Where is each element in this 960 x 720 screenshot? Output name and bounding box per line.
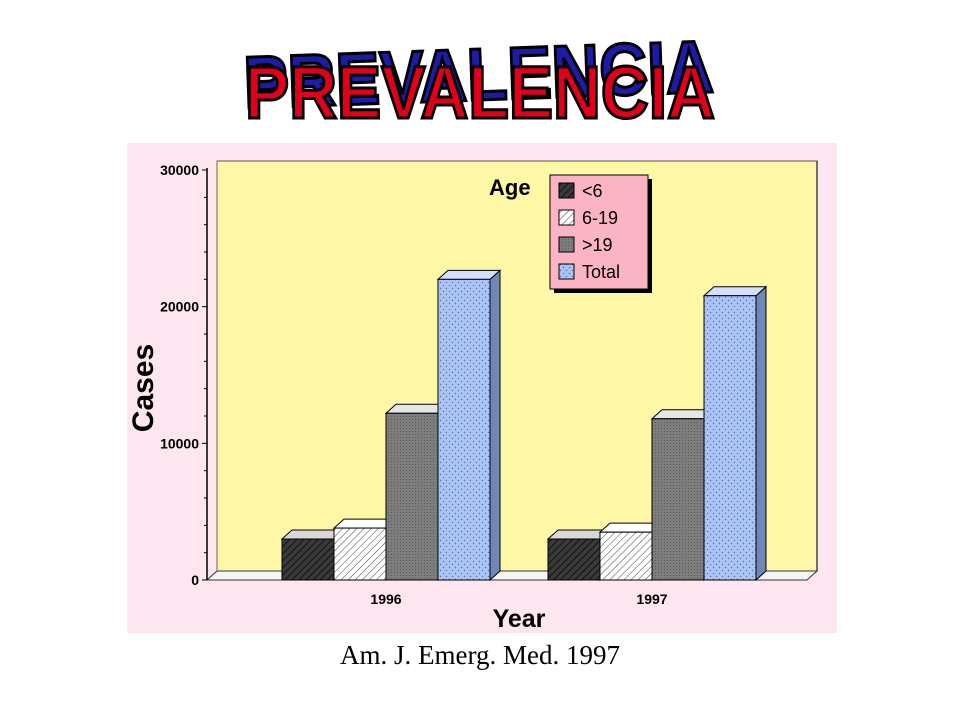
slide-title-shadow: PREVALENCIA bbox=[242, 25, 715, 124]
legend-label: <6 bbox=[582, 181, 603, 201]
y-tick-label: 10000 bbox=[160, 435, 199, 451]
legend-swatch bbox=[558, 263, 575, 280]
legend-item-gt19: >19 bbox=[558, 235, 613, 255]
bar-front bbox=[333, 527, 387, 581]
x-axis: 1996 1997 bbox=[370, 591, 667, 607]
legend-item-total: Total bbox=[558, 262, 620, 282]
y-axis: 0 10000 20000 30000 bbox=[160, 161, 218, 588]
bar-front bbox=[437, 278, 491, 581]
y-tick-label: 20000 bbox=[160, 299, 199, 315]
bar-side bbox=[489, 269, 501, 582]
bar-front bbox=[547, 538, 601, 581]
bar-front bbox=[281, 538, 335, 581]
bar-front bbox=[703, 295, 757, 581]
slide-title-text: PREVALENCIA bbox=[245, 51, 715, 134]
bar-front bbox=[599, 531, 653, 581]
legend-label: 6-19 bbox=[582, 208, 618, 228]
bar-total-1997 bbox=[702, 285, 768, 582]
slide-title: PREVALENCIA PREVALENCIA bbox=[200, 0, 760, 160]
legend-title: Age bbox=[489, 175, 531, 200]
x-tick-label-1996: 1996 bbox=[370, 591, 401, 607]
y-tick-label: 30000 bbox=[160, 162, 199, 178]
legend-swatch bbox=[558, 236, 575, 253]
legend-item-lt6: <6 bbox=[558, 181, 603, 201]
legend-item-6-19: 6-19 bbox=[558, 208, 618, 228]
x-axis-label: Year bbox=[493, 605, 546, 633]
citation: Am. J. Emerg. Med. 1997 bbox=[340, 640, 620, 670]
legend: Age <6 6-19 >19 Total bbox=[489, 174, 652, 293]
legend-label: >19 bbox=[582, 235, 613, 255]
y-axis-label: Cases bbox=[127, 344, 160, 432]
bar-side bbox=[755, 285, 767, 582]
bar-chart: 0 10000 20000 30000 1996 1997 Cases Year Age… bbox=[127, 143, 837, 633]
bars bbox=[280, 269, 768, 582]
chart-container: 0 10000 20000 30000 1996 1997 Cases Year Age… bbox=[127, 143, 837, 633]
bar-top bbox=[436, 269, 502, 280]
legend-swatch bbox=[558, 182, 575, 199]
bar-front bbox=[651, 418, 705, 581]
legend-swatch bbox=[558, 209, 575, 226]
bar-total-1996 bbox=[436, 269, 502, 582]
bar-top bbox=[702, 286, 768, 297]
y-tick-label: 0 bbox=[191, 572, 199, 588]
bar-front bbox=[385, 412, 439, 581]
x-tick-label-1997: 1997 bbox=[636, 591, 667, 607]
legend-label: Total bbox=[582, 262, 620, 282]
